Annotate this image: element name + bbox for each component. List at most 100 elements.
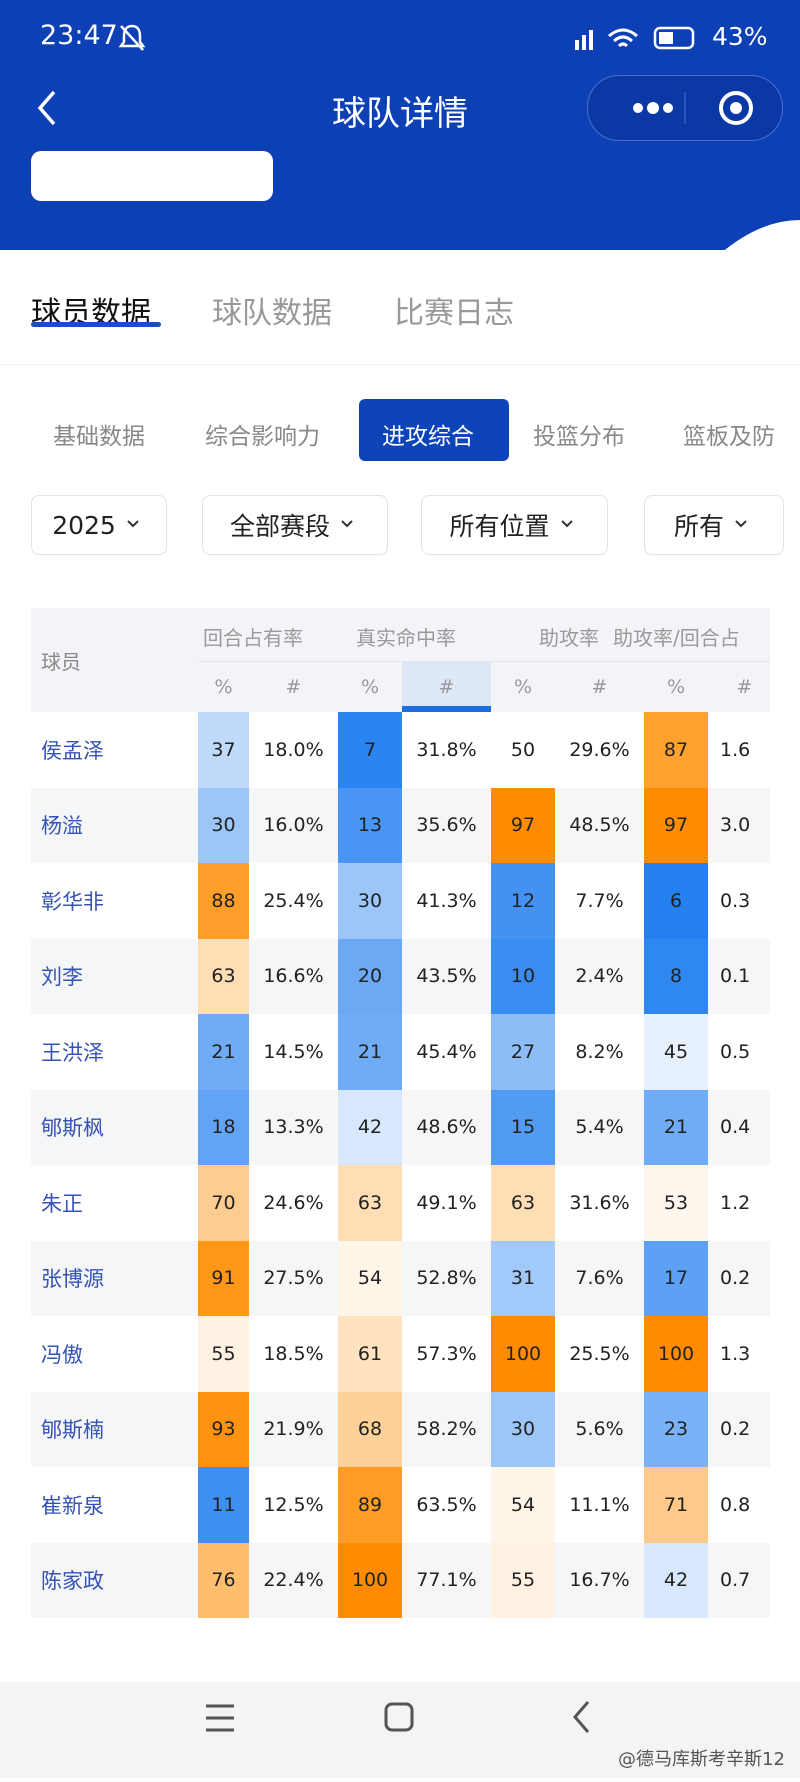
player-name[interactable]: 郇斯楠 [41,1418,104,1443]
stat-cell: 17 [644,1240,708,1316]
stat-cell: 53 [644,1165,708,1241]
stat-cell: 71 [644,1467,708,1543]
stat-cell: 48.6% [416,1116,477,1139]
stat-cell: 16.6% [263,965,324,988]
chevron [550,511,580,540]
stat-cell: 0.4 [720,1116,751,1139]
stat-cell: 55 [198,1316,249,1392]
stat-cell: 55 [491,1542,555,1618]
sort-highlight [402,661,491,712]
player-name[interactable]: 郇斯枫 [41,1116,104,1141]
stat-cell: 2.4% [575,965,624,988]
status-icons [575,26,695,50]
stat-cell: 7 [338,712,402,788]
player-name[interactable]: 张博源 [41,1267,104,1292]
battery: 43% [712,22,768,51]
stat-cell: 10 [491,938,555,1014]
stat-cell: 12 [491,863,555,939]
player-name[interactable]: 冯傲 [41,1342,83,1367]
stat-cell: 21.9% [263,1418,324,1441]
group-header: 真实命中率 [356,626,456,650]
tab[interactable]: 比赛日志 [394,296,514,331]
player-name[interactable]: 崔新泉 [41,1493,104,1518]
stat-cell: 14.5% [263,1040,324,1063]
filter-label: 2025 [52,510,116,540]
stat-cell: 70 [198,1165,249,1241]
player-name[interactable]: 刘李 [41,965,83,990]
stat-cell: 54 [338,1240,402,1316]
filter-label: 所有位置 [449,512,550,541]
stat-cell: 0.1 [720,965,751,988]
stat-cell: 27 [491,1014,555,1090]
stat-cell: 21 [338,1014,402,1090]
stat-cell: 43.5% [416,965,477,988]
player-name[interactable]: 王洪泽 [41,1040,104,1065]
player-name[interactable]: 陈家政 [41,1569,104,1594]
placeholder [31,151,273,201]
stat-cell: 12.5% [263,1493,324,1516]
subtab[interactable]: 综合影响力 [205,424,320,450]
stat-cell: 31 [491,1240,555,1316]
stat-cell: 13 [338,787,402,863]
header-bg [31,608,770,712]
capsule-icons [633,91,753,125]
stat-cell: 31.8% [416,738,477,761]
stat-cell: 45.4% [416,1040,477,1063]
player-name[interactable]: 朱正 [41,1191,83,1216]
mute-icon [118,24,146,51]
stat-cell: 13.3% [263,1116,324,1139]
tab[interactable]: 球队数据 [212,296,332,331]
group-header: 回合占有率 [203,626,303,650]
back-button[interactable] [34,88,58,128]
stat-cell: 41.3% [416,889,477,912]
stat-cell: 100 [491,1316,555,1392]
stat-cell: 25.5% [569,1342,630,1365]
stat-cell: 63 [198,938,249,1014]
header-curve [0,220,800,254]
stat-cell: 16.0% [263,814,324,837]
watermark: @德马库斯考辛斯12 [618,1749,785,1770]
stat-cell: 76 [198,1542,249,1618]
stat-cell: 11.1% [569,1493,630,1516]
stat-cell: 97 [491,787,555,863]
stat-cell: 7.6% [575,1267,624,1290]
stat-cell: 88 [198,863,249,939]
stat-cell: 89 [338,1467,402,1543]
stat-cell: 20 [338,938,402,1014]
stat-cell: 77.1% [416,1569,477,1592]
stat-cell: 25.4% [263,889,324,912]
stat-cell: 63 [338,1165,402,1241]
stat-cell: 0.2 [720,1418,751,1441]
player-name[interactable]: 侯孟泽 [41,738,104,763]
subtab[interactable]: 进攻综合 [382,424,474,450]
stat-cell: 45 [644,1014,708,1090]
stat-cell: 63 [491,1165,555,1241]
player-name[interactable]: 彰华非 [41,889,104,914]
sort-bar [402,706,491,712]
capsule[interactable] [587,75,783,141]
stat-cell: 30 [491,1391,555,1467]
subtab[interactable]: 篮板及防 [683,424,775,450]
stat-cell: 57.3% [416,1342,477,1365]
filter[interactable]: 所有 [644,495,784,555]
stat-cell: 30 [198,787,249,863]
filter-label: 全部赛段 [229,512,330,541]
filter[interactable]: 2025 [31,495,167,555]
sub-header: % [360,675,380,698]
sub-header: # [736,675,753,698]
stat-cell: 0.2 [720,1267,751,1290]
stat-cell: 5.6% [575,1418,624,1441]
subtab[interactable]: 投篮分布 [533,424,625,450]
filter[interactable]: 全部赛段 [202,495,388,555]
filter[interactable]: 所有位置 [421,495,608,555]
sub-header: % [513,675,533,698]
stat-cell: 6 [644,863,708,939]
player-name[interactable]: 杨溢 [41,814,83,839]
stat-cell: 1.6 [720,738,751,761]
stat-cell: 21 [644,1089,708,1165]
stat-cell: 100 [644,1316,708,1392]
stat-cell: 91 [198,1240,249,1316]
stat-cell: 30 [338,863,402,939]
subtab[interactable]: 基础数据 [53,424,145,450]
